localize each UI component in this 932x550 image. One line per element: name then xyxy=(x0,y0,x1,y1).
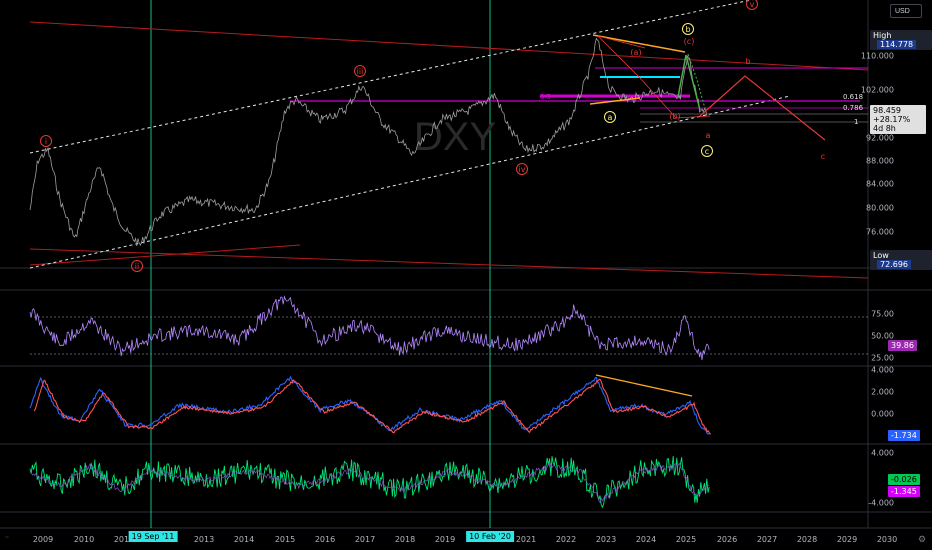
x-axis-label: 2026 xyxy=(716,535,738,544)
x-axis-label: 2015 xyxy=(274,535,296,544)
wave-label-iv: iv xyxy=(519,165,526,174)
x-axis-label: 2013 xyxy=(193,535,215,544)
wave-label-v: v xyxy=(750,0,755,9)
low-red-trendline-2 xyxy=(29,244,301,266)
projection-b: b xyxy=(745,57,750,66)
wave-label-ii: ii xyxy=(135,262,139,271)
low-label: Low 72.696 xyxy=(870,250,932,270)
macd-scale-label: 0.000 xyxy=(871,409,894,419)
projection-path xyxy=(699,75,826,141)
projection-c: c xyxy=(821,152,825,161)
current-price-badge: 98.459 +28.17% 4d 8h xyxy=(870,105,926,134)
fib-label-05: 0.5 xyxy=(540,93,551,101)
high-label-text: High xyxy=(873,31,892,40)
x-axis-label: 2018 xyxy=(394,535,416,544)
bar-countdown: 4d 8h xyxy=(873,124,896,133)
wave-label-yellow-b: b xyxy=(685,25,690,34)
macd-scale-label: 2.000 xyxy=(871,387,894,397)
x-axis-label: 2027 xyxy=(756,535,778,544)
rsi-scale-label: 25.00 xyxy=(871,353,894,363)
low-label-text: Low xyxy=(873,251,889,260)
x-axis-label: 2023 xyxy=(595,535,617,544)
oscillator-line xyxy=(29,456,710,509)
osc-scale-label: -4.000 xyxy=(868,498,894,508)
scale-label: 88.000 xyxy=(866,156,894,166)
oscillator-signal-line xyxy=(29,462,710,504)
fib-label-0786: 0.786 xyxy=(843,104,864,112)
wave-label-yellow-a: a xyxy=(608,113,613,122)
fib-label-1: 1 xyxy=(854,118,858,126)
symbol-watermark: DXY xyxy=(414,115,496,159)
x-axis-label: 2014 xyxy=(233,535,255,544)
x-axis-label: 2016 xyxy=(314,535,336,544)
high-value: 114.778 xyxy=(877,40,917,49)
x-axis-label: 2019 xyxy=(434,535,456,544)
x-highlight-label: 19 Sep '11 xyxy=(128,531,178,542)
wave-label-a-small: (a) xyxy=(630,48,641,57)
price-change: +28.17% xyxy=(873,115,911,124)
osc-scale-label: 4.000 xyxy=(871,448,894,458)
scale-label: 84.000 xyxy=(866,179,894,189)
rsi-scale-label: 50.00 xyxy=(871,331,894,341)
osc-value-badge-1: -0.026 xyxy=(888,474,920,485)
macd-signal-line xyxy=(33,378,712,435)
x-axis-label: 2025 xyxy=(675,535,697,544)
low-value: 72.696 xyxy=(877,260,911,269)
current-price: 98.459 xyxy=(873,106,901,115)
x-axis-label: 2010 xyxy=(73,535,95,544)
macd-scale-label: 4.000 xyxy=(871,365,894,375)
upper-red-trendline xyxy=(29,21,869,71)
rsi-value-badge: 39.86 xyxy=(888,340,917,351)
x-axis-label: 2011 xyxy=(113,535,135,544)
high-label: High 114.778 xyxy=(870,30,932,50)
channel-upper-line xyxy=(29,0,753,154)
rsi-line xyxy=(29,295,710,361)
scale-label: 76.000 xyxy=(866,227,894,237)
x-highlight-label: 10 Feb '20 xyxy=(466,531,514,542)
zoom-icon[interactable]: ⁻ xyxy=(5,534,10,543)
currency-selector[interactable]: USD xyxy=(890,4,922,18)
x-axis-label: 2024 xyxy=(635,535,657,544)
scale-label: 80.000 xyxy=(866,203,894,213)
channel-lower-line xyxy=(29,95,791,269)
projection-a: a xyxy=(706,131,711,140)
x-axis-label: 2028 xyxy=(796,535,818,544)
x-axis-label: 2022 xyxy=(555,535,577,544)
scale-label: 110.000 xyxy=(860,51,894,61)
macd-line xyxy=(29,375,710,435)
dxy-price-line xyxy=(29,37,708,247)
wave-label-yellow-c: c xyxy=(705,147,709,156)
wave-label-c-small: (c) xyxy=(684,37,695,46)
lower-red-trendline xyxy=(29,248,869,279)
wave-label-iii: iii xyxy=(357,67,364,76)
fib-label-0618: 0.618 xyxy=(843,93,863,101)
wave-label-b-small: (b) xyxy=(669,112,680,121)
macd-value-badge: -1.734 xyxy=(888,430,920,441)
wave-label-i: i xyxy=(45,137,47,146)
x-axis-label: 2030 xyxy=(876,535,898,544)
x-axis-label: 2017 xyxy=(354,535,376,544)
settings-gear-icon[interactable]: ⚙ xyxy=(918,534,927,544)
rsi-scale-label: 75.00 xyxy=(871,309,894,319)
scale-label: 92.000 xyxy=(866,133,894,143)
x-axis-label: 2009 xyxy=(32,535,54,544)
x-axis-label: 2029 xyxy=(836,535,858,544)
scale-label: 102.000 xyxy=(860,85,894,95)
osc-value-badge-2: -1.345 xyxy=(888,486,920,497)
x-axis-label: 2021 xyxy=(515,535,537,544)
